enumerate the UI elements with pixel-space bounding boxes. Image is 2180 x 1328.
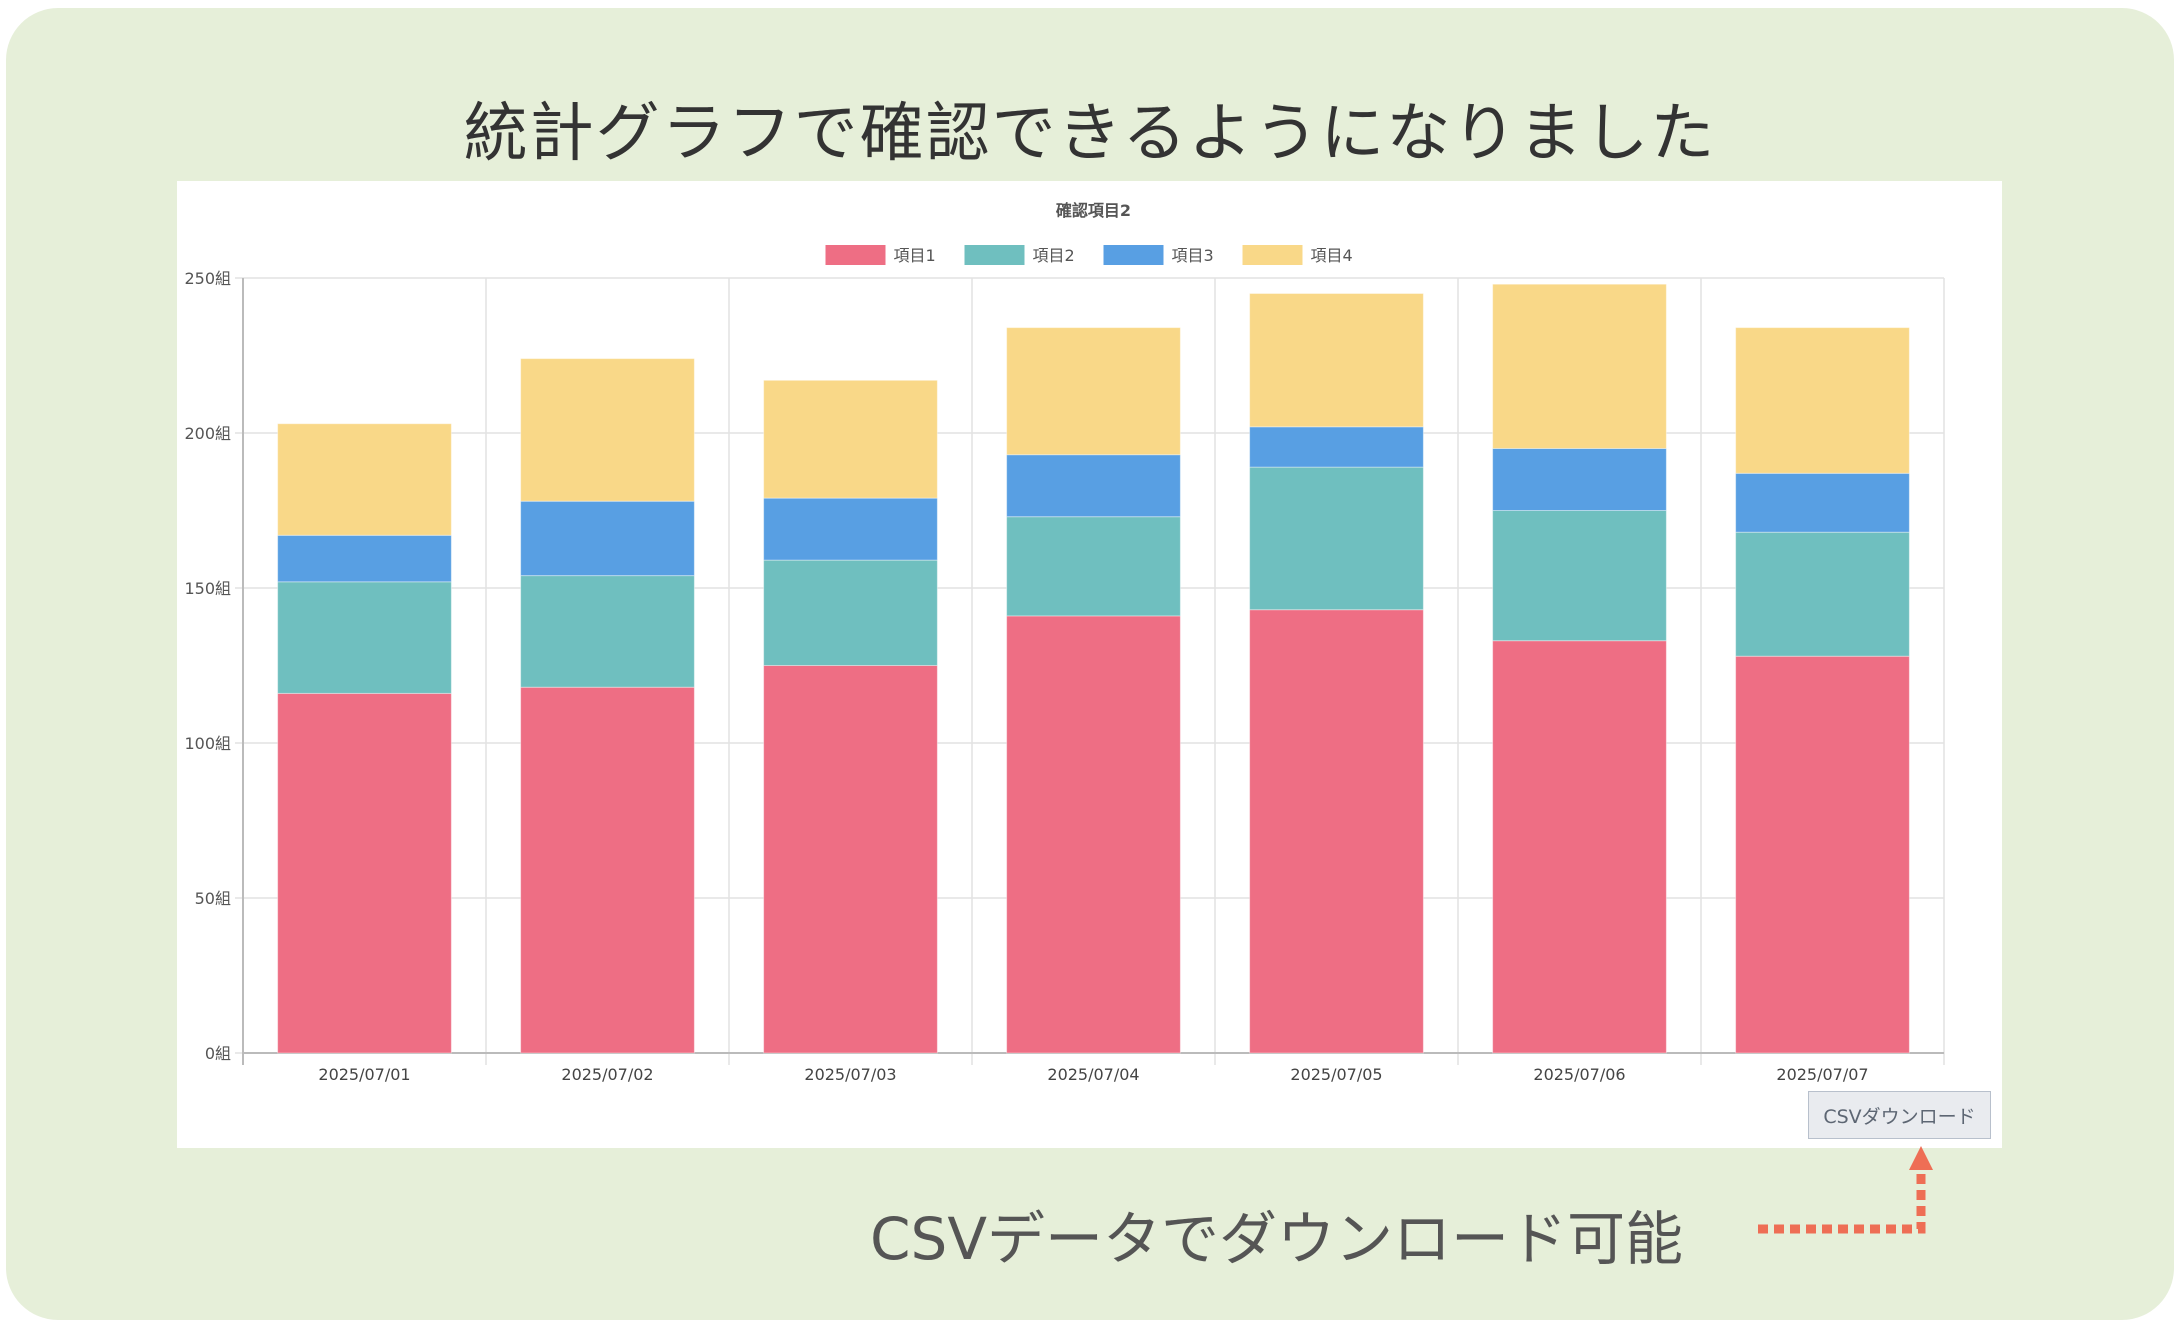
chart-title: 確認項目2 — [1056, 201, 1131, 220]
legend-swatch-4 — [1242, 245, 1303, 265]
bar-1-3 — [763, 665, 938, 1054]
bar-2-7 — [1735, 531, 1910, 657]
bar-4-4 — [1006, 327, 1181, 456]
bar-1-2 — [520, 686, 695, 1054]
bar-2-5 — [1249, 466, 1424, 611]
legend-swatch-1 — [825, 245, 886, 265]
x-tick-label: 2025/07/05 — [1290, 1065, 1382, 1084]
bar-4-6 — [1492, 283, 1667, 449]
x-tick-label: 2025/07/07 — [1776, 1065, 1868, 1084]
bar-1-5 — [1249, 609, 1424, 1054]
legend-label-1: 項目1 — [894, 246, 936, 265]
chart-card: 確認項目2 項目1 項目2 項目3 項目4 0組 50組 100組 150組 200組 250組 20… — [177, 181, 2002, 1148]
y-tick-label: 100組 — [184, 734, 231, 753]
x-tick-label: 2025/07/01 — [318, 1065, 410, 1084]
x-tick-label: 2025/07/03 — [804, 1065, 896, 1084]
bar-1-7 — [1735, 655, 1910, 1054]
bar-3-5 — [1249, 426, 1424, 468]
bar-1-4 — [1006, 615, 1181, 1054]
bar-4-3 — [763, 379, 938, 499]
bar-2-1 — [277, 581, 452, 694]
y-tick-label: 150組 — [184, 579, 231, 598]
bar-4-2 — [520, 358, 695, 502]
bar-4-7 — [1735, 327, 1910, 474]
bar-3-1 — [277, 534, 452, 583]
x-tick-label: 2025/07/04 — [1047, 1065, 1139, 1084]
x-tick-label: 2025/07/06 — [1533, 1065, 1625, 1084]
stacked-bar-chart: 確認項目2 項目1 項目2 項目3 項目4 0組 50組 100組 150組 200組 250組 20… — [184, 201, 1945, 1084]
bar-2-3 — [763, 559, 938, 667]
legend-label-3: 項目3 — [1172, 246, 1214, 265]
bar-3-7 — [1735, 472, 1910, 533]
csv-download-button[interactable]: CSVダウンロード — [1808, 1091, 1991, 1139]
bar-4-1 — [277, 423, 452, 536]
bar-1-6 — [1492, 640, 1667, 1054]
legend-label-4: 項目4 — [1311, 246, 1353, 265]
bar-1-1 — [277, 692, 452, 1054]
legend-label-2: 項目2 — [1033, 246, 1075, 265]
y-tick-label: 250組 — [184, 269, 231, 288]
bar-3-6 — [1492, 448, 1667, 511]
y-tick-label: 50組 — [195, 889, 231, 908]
bar-4-5 — [1249, 293, 1424, 428]
bar-3-2 — [520, 500, 695, 577]
bar-2-4 — [1006, 516, 1181, 617]
legend-swatch-2 — [964, 245, 1025, 265]
bar-3-4 — [1006, 454, 1181, 518]
legend-swatch-3 — [1103, 245, 1164, 265]
headline: 統計グラフで確認できるようになりました — [463, 97, 1717, 171]
bar-2-6 — [1492, 510, 1667, 642]
x-tick-label: 2025/07/02 — [561, 1065, 653, 1084]
y-tick-label: 200組 — [184, 424, 231, 443]
y-tick-label: 0組 — [205, 1044, 231, 1063]
bar-3-3 — [763, 497, 938, 561]
bar-2-2 — [520, 575, 695, 688]
csv-note: CSVデータでダウンロード可能 — [870, 1205, 1683, 1273]
